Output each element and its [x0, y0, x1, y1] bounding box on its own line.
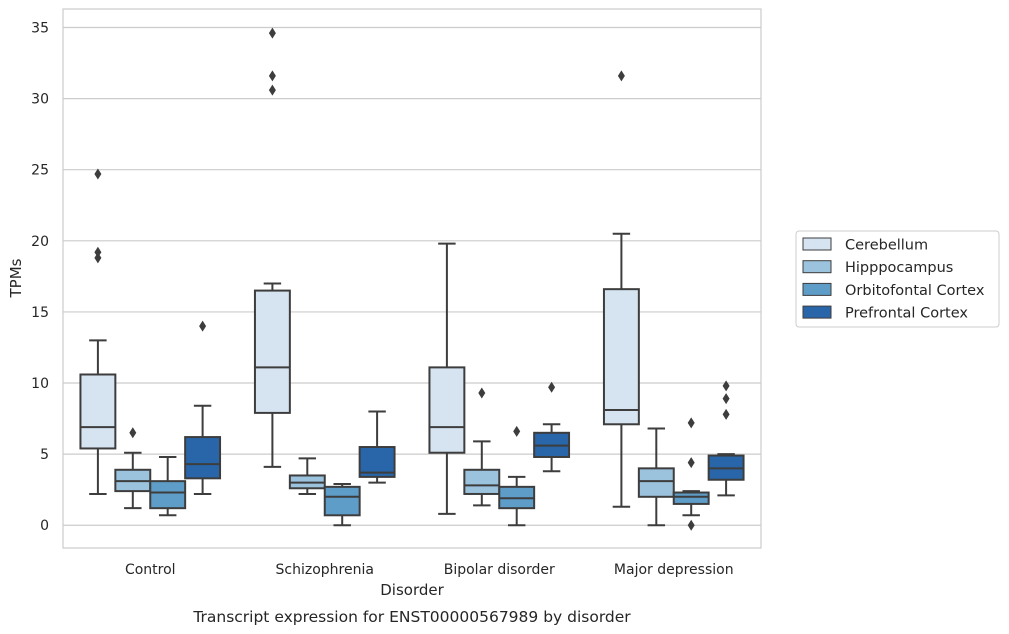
- box: [288, 457, 326, 495]
- x-tick-label: Schizophrenia: [276, 562, 374, 578]
- box: [149, 455, 187, 517]
- y-tick-label: 20: [31, 234, 49, 250]
- box: [637, 427, 675, 527]
- x-tick-label: Control: [125, 562, 176, 578]
- y-tick-label: 30: [31, 92, 49, 108]
- x-tick-labels: Control Schizophrenia Bipolar disorder Majo…: [125, 562, 734, 578]
- box-body: [253, 289, 291, 414]
- y-tick-label: 35: [31, 20, 49, 36]
- figure-caption: Transcript expression for ENST0000056798…: [192, 608, 631, 626]
- y-tick-label: 25: [31, 163, 49, 179]
- x-tick-label: Bipolar disorder: [444, 562, 555, 578]
- legend-swatch: [802, 282, 832, 296]
- box-body: [602, 288, 640, 426]
- outlier-point: [129, 427, 137, 439]
- box: [672, 417, 710, 531]
- box: [428, 242, 466, 515]
- outlier-point: [268, 27, 276, 39]
- box-body: [637, 467, 675, 498]
- box-body: [463, 468, 501, 495]
- outlier-point: [548, 381, 556, 393]
- outlier-point: [478, 387, 486, 399]
- outlier-point: [687, 519, 695, 531]
- y-tick-label: 10: [31, 376, 49, 392]
- y-axis-label: TPMs: [7, 258, 25, 298]
- y-tick-label: 15: [31, 305, 49, 321]
- box: [463, 387, 501, 507]
- grid-lines: [63, 26, 761, 526]
- box-body: [672, 491, 710, 505]
- legend-frame: [795, 230, 1000, 328]
- outlier-point: [268, 70, 276, 82]
- box-body: [323, 485, 361, 517]
- box: [533, 381, 571, 473]
- y-tick-label: 0: [40, 518, 49, 534]
- box: [184, 320, 222, 495]
- box: [358, 410, 396, 484]
- box: [707, 380, 745, 497]
- y-tick-labels: 0 5 10 15 20 25 30 35: [31, 20, 49, 534]
- outlier-point: [199, 320, 207, 332]
- y-tick-label: 5: [40, 447, 49, 463]
- x-axis-label: Disorder: [380, 581, 444, 599]
- legend-swatch: [802, 237, 832, 251]
- box: [114, 427, 152, 510]
- box: [602, 70, 640, 508]
- legend-swatch: [802, 305, 832, 319]
- box: [498, 425, 536, 527]
- box: [79, 168, 117, 495]
- outlier-point: [94, 246, 102, 258]
- legend: Cerebellum Hipppocampus Orbitofontal Corte…: [795, 230, 1000, 328]
- legend-swatch: [802, 260, 832, 274]
- outlier-point: [94, 168, 102, 180]
- box: [323, 483, 361, 527]
- legend-label: Cerebellum: [845, 238, 928, 254]
- box-body: [428, 366, 466, 454]
- outlier-point: [722, 408, 730, 420]
- legend-label: Prefrontal Cortex: [845, 306, 968, 322]
- outlier-point: [722, 393, 730, 405]
- box-body: [184, 436, 222, 480]
- legend-label: Orbitofontal Cortex: [845, 283, 985, 299]
- outlier-point: [268, 84, 276, 96]
- outlier-point: [513, 425, 521, 437]
- outlier-point: [687, 457, 695, 469]
- outlier-point: [687, 417, 695, 429]
- outlier-point: [617, 70, 625, 82]
- legend-label: Hipppocampus: [845, 260, 953, 276]
- plot-area-frame: [62, 8, 762, 549]
- box-body: [149, 480, 187, 510]
- outlier-point: [94, 252, 102, 264]
- box-body: [79, 373, 117, 450]
- x-tick-label: Major depression: [614, 562, 734, 578]
- box: [253, 27, 291, 468]
- outlier-point: [722, 380, 730, 392]
- boxes: [79, 27, 745, 531]
